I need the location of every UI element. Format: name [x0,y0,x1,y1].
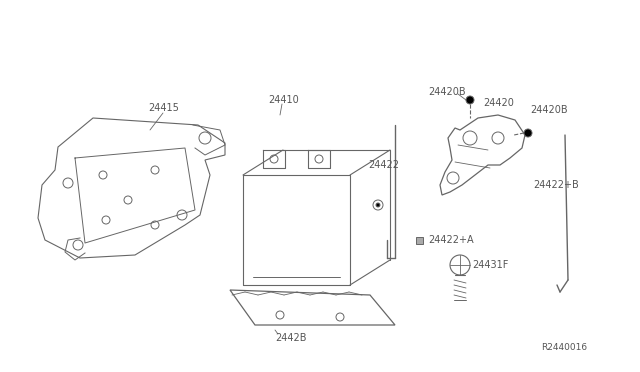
Text: 24422: 24422 [368,160,399,170]
Text: 24431F: 24431F [472,260,508,270]
Text: 24420B: 24420B [428,87,466,97]
Text: 24410: 24410 [268,95,299,105]
Text: 24420B: 24420B [530,105,568,115]
Text: 24420: 24420 [483,98,514,108]
Text: R2440016: R2440016 [541,343,587,353]
Text: 2442B: 2442B [275,333,307,343]
Bar [417,237,424,244]
Circle shape [524,129,532,137]
Circle shape [466,96,474,104]
Circle shape [376,203,380,207]
Text: 24422+B: 24422+B [533,180,579,190]
Text: 24422+A: 24422+A [428,235,474,245]
Text: 24415: 24415 [148,103,179,113]
